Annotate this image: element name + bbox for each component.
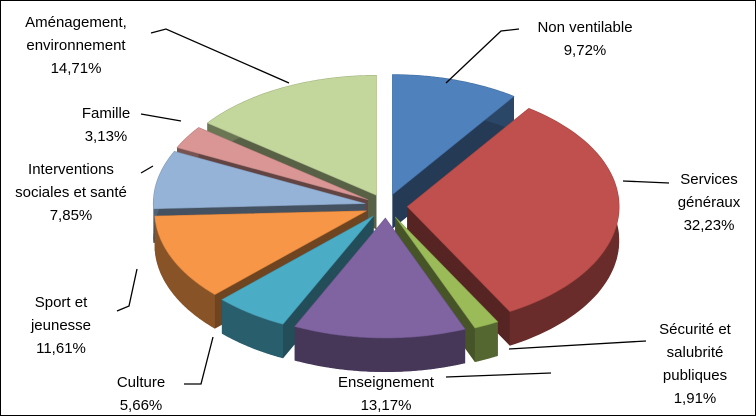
slice: [294, 217, 466, 372]
slice-top: [206, 75, 377, 196]
value-label: 3,13%: [84, 128, 128, 145]
category-name: Famille: [81, 105, 131, 122]
leader-line: [445, 372, 552, 378]
leader-line: [140, 113, 182, 122]
category-name: Sécurité et salubrité publiques: [659, 321, 731, 384]
value-label: 11,61%: [36, 340, 86, 357]
slice-top: [154, 210, 367, 295]
slice-top: [221, 215, 374, 325]
data-label: Services généraux 32,23%: [661, 168, 755, 237]
data-label: Famille 3,13%: [61, 102, 151, 148]
leader-line: [622, 180, 670, 184]
slice-top: [176, 127, 369, 200]
category-name: Non ventilable: [537, 19, 633, 36]
data-label: Enseignement 13,17%: [311, 371, 461, 415]
leader-line: [140, 165, 154, 174]
leader-line: [184, 336, 214, 385]
category-name: Services généraux: [677, 171, 741, 211]
category-name: Enseignement: [338, 374, 434, 391]
leader-line: [150, 28, 290, 84]
slice-top: [152, 151, 366, 210]
value-label: 32,23%: [683, 217, 735, 234]
slice-wall: [294, 326, 466, 372]
slice-wall: [221, 299, 283, 359]
data-label: Interventions sociales et santé 7,85%: [1, 158, 141, 227]
data-label: Culture 5,66%: [96, 371, 186, 415]
leader-line: [508, 340, 647, 350]
category-name: Aménagement, environnement: [25, 14, 127, 54]
slice-top: [294, 217, 466, 339]
value-label: 1,91%: [673, 390, 717, 407]
slice-top: [406, 107, 620, 312]
slice-wall: [154, 216, 215, 329]
slice-top: [394, 216, 499, 329]
category-name: Sport et jeunesse: [30, 294, 92, 334]
value-label: 14,71%: [50, 60, 102, 77]
leader-line: [445, 28, 520, 84]
data-label: Sécurité et salubrité publiques 1,91%: [633, 318, 755, 410]
value-label: 9,72%: [563, 42, 607, 59]
value-label: 5,66%: [119, 397, 163, 414]
data-label: Non ventilable 9,72%: [521, 16, 649, 62]
category-name: Culture: [116, 374, 166, 391]
data-label: Aménagement, environnement 14,71%: [1, 11, 151, 80]
slice-top: [392, 74, 515, 196]
value-label: 7,85%: [49, 207, 93, 224]
slice-wall: [474, 321, 498, 362]
leader-lines: [116, 28, 670, 385]
category-name: Interventions sociales et santé: [15, 161, 127, 201]
data-label: Sport et jeunesse 11,61%: [11, 291, 111, 360]
value-label: 13,17%: [360, 397, 412, 414]
leader-line: [116, 268, 138, 312]
pie: [152, 74, 620, 372]
